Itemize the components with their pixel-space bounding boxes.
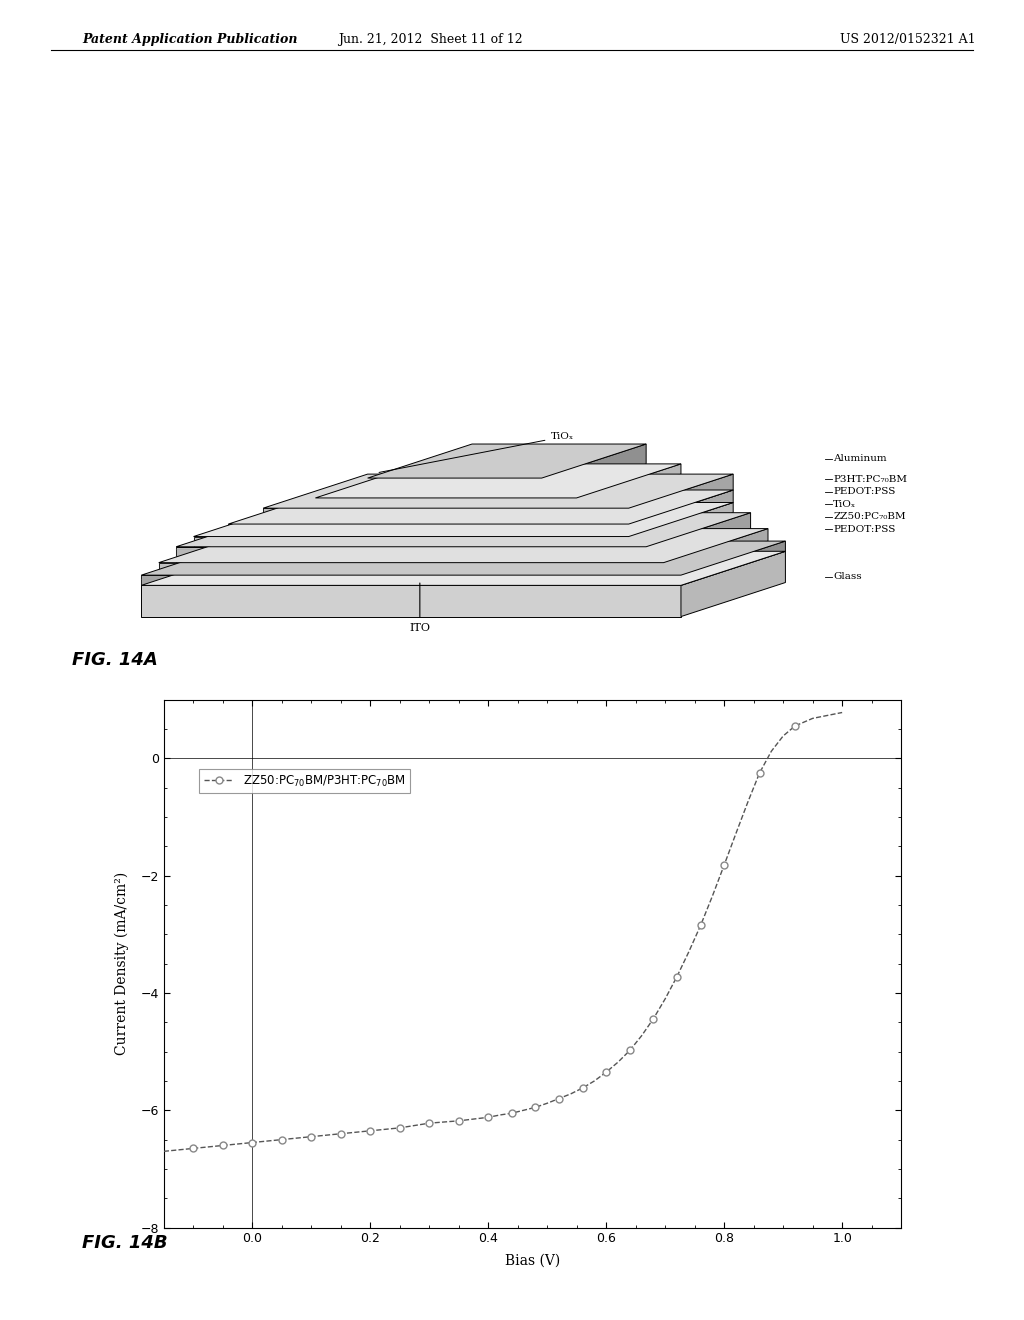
Polygon shape bbox=[141, 552, 785, 585]
Polygon shape bbox=[141, 576, 681, 585]
Polygon shape bbox=[228, 524, 629, 536]
Y-axis label: Current Density (mA/cm²): Current Density (mA/cm²) bbox=[115, 873, 129, 1055]
Text: Patent Application Publication: Patent Application Publication bbox=[82, 33, 297, 46]
Text: TiOₓ: TiOₓ bbox=[379, 433, 573, 473]
Polygon shape bbox=[368, 478, 542, 498]
Text: TiOₓ: TiOₓ bbox=[834, 500, 856, 508]
Polygon shape bbox=[681, 541, 785, 585]
Polygon shape bbox=[681, 552, 785, 616]
Polygon shape bbox=[629, 503, 733, 546]
Polygon shape bbox=[159, 528, 768, 562]
Polygon shape bbox=[629, 490, 733, 536]
Text: FIG. 14B: FIG. 14B bbox=[82, 1234, 168, 1253]
Polygon shape bbox=[194, 536, 629, 546]
Text: US 2012/0152321 A1: US 2012/0152321 A1 bbox=[840, 33, 975, 46]
Legend: ZZ50:PC$_{70}$BM/P3HT:PC$_{70}$BM: ZZ50:PC$_{70}$BM/P3HT:PC$_{70}$BM bbox=[200, 768, 411, 793]
Text: Aluminum: Aluminum bbox=[834, 454, 887, 463]
Polygon shape bbox=[315, 498, 577, 508]
Text: PEDOT:PSS: PEDOT:PSS bbox=[834, 524, 896, 533]
Polygon shape bbox=[176, 546, 646, 562]
Polygon shape bbox=[159, 562, 664, 576]
Polygon shape bbox=[194, 503, 733, 536]
Polygon shape bbox=[176, 512, 751, 546]
Text: Glass: Glass bbox=[834, 573, 862, 581]
Text: Jun. 21, 2012  Sheet 11 of 12: Jun. 21, 2012 Sheet 11 of 12 bbox=[338, 33, 522, 46]
Polygon shape bbox=[141, 541, 785, 576]
Text: FIG. 14A: FIG. 14A bbox=[72, 651, 158, 669]
Polygon shape bbox=[542, 444, 646, 498]
Polygon shape bbox=[646, 512, 751, 562]
Polygon shape bbox=[629, 474, 733, 524]
Polygon shape bbox=[315, 463, 681, 498]
Text: PEDOT:PSS: PEDOT:PSS bbox=[834, 487, 896, 496]
Text: ITO: ITO bbox=[410, 583, 430, 632]
Polygon shape bbox=[141, 585, 681, 616]
Polygon shape bbox=[228, 490, 733, 524]
Polygon shape bbox=[263, 508, 629, 524]
Text: P3HT:PC₇₀BM: P3HT:PC₇₀BM bbox=[834, 475, 907, 483]
Polygon shape bbox=[368, 444, 646, 478]
X-axis label: Bias (V): Bias (V) bbox=[505, 1254, 560, 1267]
Polygon shape bbox=[263, 474, 733, 508]
Text: ZZ50:PC₇₀BM: ZZ50:PC₇₀BM bbox=[834, 512, 906, 521]
Polygon shape bbox=[577, 463, 681, 508]
Polygon shape bbox=[664, 528, 768, 576]
